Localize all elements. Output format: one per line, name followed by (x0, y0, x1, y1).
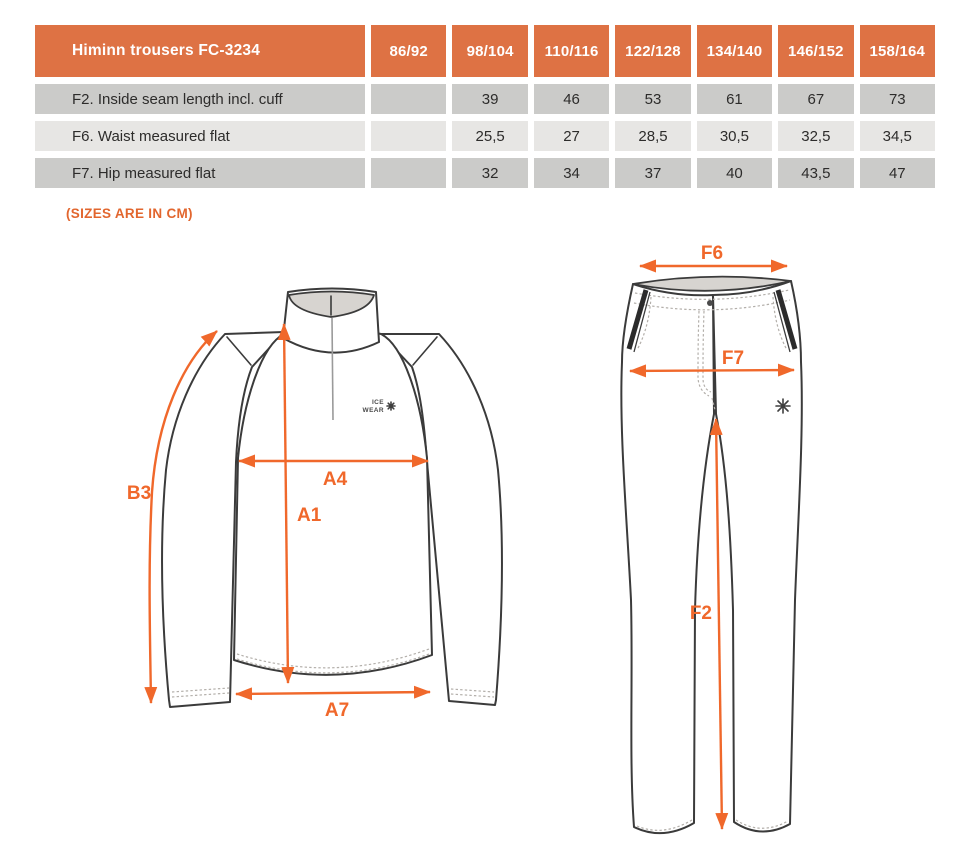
table-cell (371, 84, 447, 114)
trousers-left-leg (620, 283, 715, 835)
table-cell: 47 (859, 158, 935, 188)
logo-snowflake-icon (386, 401, 396, 411)
table-cell: 32 (452, 158, 528, 188)
row-label: F6. Waist measured flat (35, 121, 365, 151)
table-cell (371, 158, 447, 188)
table-cell: 73 (859, 84, 935, 114)
table-cell: 61 (696, 84, 773, 114)
trousers-diagram: F6 F7 F2 (620, 243, 803, 835)
measurement-label-a7: A7 (325, 700, 349, 721)
logo-text-top: ICE (372, 399, 384, 406)
measurement-arrow-a7 (235, 685, 431, 701)
left-pocket (626, 289, 652, 353)
table-cell (371, 121, 447, 151)
logo-text-bottom: WEAR (363, 407, 384, 414)
measurement-arrow-a1 (277, 323, 295, 684)
table-cell: 34,5 (859, 121, 935, 151)
table-cell: 27 (533, 121, 610, 151)
table-cell: 25,5 (452, 121, 528, 151)
left-hem-stitch (636, 819, 693, 831)
waistband-stitch (633, 289, 791, 311)
sizes-in-cm-note: (SIZES ARE IN CM) (66, 206, 193, 221)
row-label: F2. Inside seam length incl. cuff (35, 84, 365, 114)
row-label: F7. Hip measured flat (35, 158, 365, 188)
zipper-line (331, 317, 334, 421)
measurement-label-f2: F2 (690, 603, 712, 624)
waist-button (707, 300, 713, 306)
size-column-header: 158/164 (859, 25, 935, 77)
measurement-label-f6: F6 (701, 243, 723, 264)
shoulder-seam-right (412, 336, 438, 366)
table-cell: 32,5 (778, 121, 854, 151)
fly-stitch (697, 310, 716, 411)
shirt-hem-stitch (236, 648, 430, 674)
table-cell: 53 (615, 84, 691, 114)
measurement-label-f7: F7 (722, 348, 744, 369)
measurement-label-a4: A4 (323, 469, 348, 490)
size-table: Himinn trousers FC-3234 86/92 98/104 110… (35, 25, 935, 188)
size-column-header: 122/128 (615, 25, 691, 77)
right-pocket (772, 289, 798, 353)
measurement-arrow-f2 (709, 418, 729, 830)
measurement-arrow-b3 (144, 330, 218, 704)
right-hem-stitch (735, 819, 789, 829)
shirt-right-sleeve (380, 333, 504, 706)
table-cell: 46 (533, 84, 610, 114)
measurement-arrow-f7 (629, 363, 795, 378)
table-cell: 30,5 (696, 121, 773, 151)
table-cell: 39 (452, 84, 528, 114)
table-cell: 43,5 (778, 158, 854, 188)
size-column-header: 110/116 (533, 25, 610, 77)
table-cell: 37 (615, 158, 691, 188)
table-cell: 34 (533, 158, 610, 188)
measurement-label-b3: B3 (127, 483, 151, 504)
shirt-diagram: ICE WEAR B3 A4 A1 A7 (127, 287, 504, 721)
table-cell: 40 (696, 158, 773, 188)
size-column-header: 98/104 (452, 25, 528, 77)
icewear-logo: ICE WEAR (363, 399, 396, 414)
table-cell: 28,5 (615, 121, 691, 151)
table-cell: 67 (778, 84, 854, 114)
waist-opening (632, 275, 792, 292)
table-title: Himinn trousers FC-3234 (35, 25, 365, 77)
size-column-header: 146/152 (778, 25, 854, 77)
size-column-header: 86/92 (371, 25, 447, 77)
size-column-header: 134/140 (696, 25, 773, 77)
shoulder-seam-left (226, 336, 252, 366)
hip-snowflake-icon (775, 398, 791, 414)
measurement-label-a1: A1 (297, 505, 322, 526)
